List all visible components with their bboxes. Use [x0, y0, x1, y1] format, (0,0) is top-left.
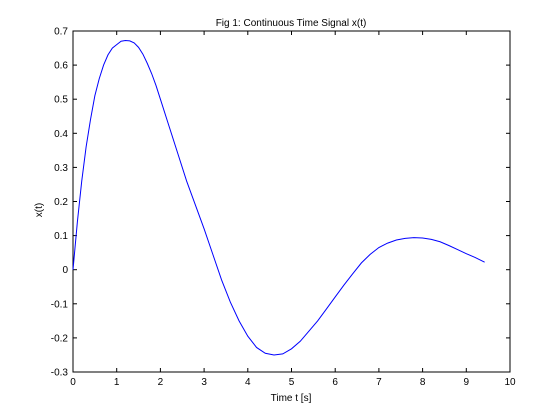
y-tick-label: 0.4 [54, 129, 68, 140]
y-tick-label: -0.2 [51, 333, 69, 344]
axes-box [72, 30, 511, 373]
ticks: 0 1 2 3 4 5 6 7 8 9 10 -0.3 -0.2 -0.1 0 0.1 0.2 0.3 0.4 0.5… [51, 27, 516, 389]
y-tick-label: -0.3 [51, 368, 69, 379]
y-tick-label: 0.1 [54, 231, 68, 242]
y-tick-label: -0.1 [51, 299, 69, 310]
y-tick-label: 0 [62, 265, 68, 276]
x-tick-label: 9 [464, 377, 470, 388]
x-tick-label: 4 [245, 377, 251, 388]
y-axis-label: x(t) [34, 203, 45, 217]
x-tick-label: 5 [289, 377, 295, 388]
chart-title: Fig 1: Continuous Time Signal x(t) [216, 18, 367, 29]
series-line [72, 40, 485, 356]
x-tick-label: 7 [376, 377, 382, 388]
x-tick-label: 6 [332, 377, 338, 388]
x-tick-label: 0 [70, 377, 76, 388]
x-tick-label: 3 [201, 377, 207, 388]
x-axis-label: Time t [s] [271, 393, 312, 404]
x-tick-label: 8 [420, 377, 426, 388]
y-tick-label: 0.7 [54, 27, 68, 38]
y-tick-label: 0.2 [54, 197, 68, 208]
x-tick-label: 2 [158, 377, 164, 388]
plot-area: 0 1 2 3 4 5 6 7 8 9 10 -0.3 -0.2 -0.1 0 0.1 0.2 0.3 0.4 0.5… [51, 27, 516, 389]
x-tick-label: 1 [114, 377, 120, 388]
y-tick-label: 0.5 [54, 95, 68, 106]
y-tick-label: 0.6 [54, 61, 68, 72]
x-tick-label: 10 [504, 377, 516, 388]
y-tick-label: 0.3 [54, 163, 68, 174]
